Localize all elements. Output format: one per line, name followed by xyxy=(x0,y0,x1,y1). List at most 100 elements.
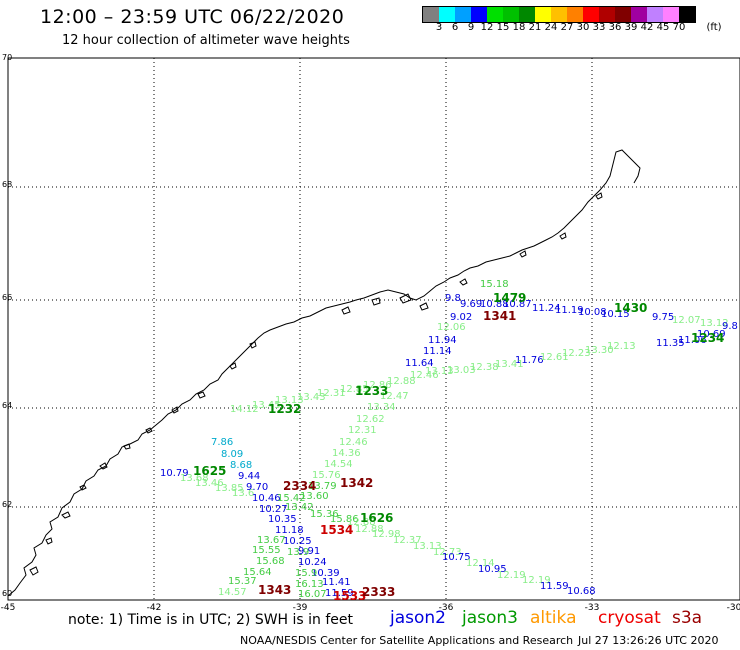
wave-height-value: 10.46 xyxy=(252,493,281,504)
wave-height-value: 12.19 xyxy=(497,570,526,581)
color-scale-tick: 12 xyxy=(480,22,494,33)
wave-height-value: 10.95 xyxy=(478,564,507,575)
color-scale-unit: (ft) xyxy=(706,22,722,33)
longitude-label: -33 xyxy=(585,603,600,613)
latitude-label: 60 xyxy=(2,589,12,598)
wave-height-value: 12.06 xyxy=(437,322,466,333)
color-scale-bar xyxy=(422,6,696,23)
pass-id-label: 1533 xyxy=(333,589,366,603)
wave-height-value: 11.14 xyxy=(423,346,452,357)
wave-height-value: 11.41 xyxy=(322,577,351,588)
page-subtitle: 12 hour collection of altimeter wave hei… xyxy=(62,33,350,48)
color-swatch xyxy=(647,7,663,22)
color-swatch xyxy=(631,7,647,22)
color-scale-tick: 45 xyxy=(656,22,670,33)
wave-height-value: 9.8 xyxy=(445,293,461,304)
wave-height-value: 13.60 xyxy=(300,491,329,502)
color-swatch xyxy=(455,7,471,22)
wave-height-value: 15.55 xyxy=(252,545,281,556)
color-swatch xyxy=(551,7,567,22)
wave-height-value: 13.6 xyxy=(232,488,254,499)
color-swatch xyxy=(583,7,599,22)
color-scale-tick: 42 xyxy=(640,22,654,33)
wave-height-value: 11.35 xyxy=(656,338,685,349)
color-swatch xyxy=(519,7,535,22)
longitude-label: -42 xyxy=(147,603,162,613)
wave-height-value: 11.59 xyxy=(325,588,354,599)
longitude-label: -45 xyxy=(1,603,16,613)
wave-height-value: 13.45 xyxy=(252,400,281,411)
wave-height-value: 9.69 xyxy=(460,299,482,310)
latitude-labels: 70 68 66 64 62 60 xyxy=(2,53,12,598)
wave-height-value: 12.88 xyxy=(347,517,376,528)
wave-height-value: 12.46 xyxy=(339,437,368,448)
pass-id-label: 1342 xyxy=(340,476,373,490)
wave-height-value: 13.41 xyxy=(495,359,524,370)
wave-height-value: 12.37 xyxy=(393,535,422,546)
wave-height-value: 12.46 xyxy=(410,370,439,381)
wave-height-value: 10.24 xyxy=(298,557,327,568)
color-swatch xyxy=(471,7,487,22)
wave-height-value: 12.07 xyxy=(672,315,701,326)
wave-height-value: 12.61 xyxy=(540,352,569,363)
wave-height-value: 10.15 xyxy=(601,309,630,320)
color-swatch xyxy=(567,7,583,22)
wave-height-value: 12.14 xyxy=(466,558,495,569)
wave-height-value: 12.23 xyxy=(562,348,591,359)
wave-height-value: 12.98 xyxy=(372,529,401,540)
color-swatch xyxy=(439,7,455,22)
longitude-label: -36 xyxy=(439,603,454,613)
wave-height-value: 11.19 xyxy=(555,305,584,316)
wave-height-value: 11.64 xyxy=(405,358,434,369)
wave-height-value: 14.12 xyxy=(230,404,259,415)
color-swatch xyxy=(679,7,695,22)
map-frame xyxy=(7,57,740,601)
credit-text: NOAA/NESDIS Center for Satellite Applica… xyxy=(240,634,574,647)
wave-height-value: 15.68 xyxy=(256,556,285,567)
greenland-coastline xyxy=(7,149,641,597)
wave-height-value: 11.76 xyxy=(515,355,544,366)
color-scale-tick: 70 xyxy=(672,22,686,33)
wave-height-value: 13.67 xyxy=(257,535,286,546)
wave-height-value: 8.09 xyxy=(221,449,243,460)
wave-height-value: 12.31 xyxy=(348,425,377,436)
color-scale-tick: 39 xyxy=(624,22,638,33)
color-scale-tick: 36 xyxy=(608,22,622,33)
pass-id-label: 2334 xyxy=(283,479,316,493)
color-scale-tick: 21 xyxy=(528,22,542,33)
wave-height-value: 15.9 xyxy=(295,568,317,579)
wave-height-value: 10.69 xyxy=(697,329,726,340)
wave-height-value: 11.24 xyxy=(532,303,561,314)
wave-height-value: 9.70 xyxy=(246,482,268,493)
wave-height-value: 16.07 xyxy=(298,589,327,600)
wave-height-value: 14.36 xyxy=(332,448,361,459)
wave-height-value: 13.46 xyxy=(195,478,224,489)
color-scale-tick: 18 xyxy=(512,22,526,33)
latitude-label: 70 xyxy=(2,53,12,62)
pass-id-label: 1341 xyxy=(483,309,516,323)
longitude-label: -39 xyxy=(293,603,308,613)
wave-height-value: 8.68 xyxy=(230,460,252,471)
pass-id-label: 1234 xyxy=(691,331,724,345)
wave-height-value: 15.36 xyxy=(310,509,339,520)
wave-height-value: 12.19 xyxy=(522,575,551,586)
coastline-islands xyxy=(29,192,603,576)
wave-height-value: 12.85 xyxy=(340,384,369,395)
wave-height-value: 11.94 xyxy=(428,335,457,346)
wave-height-value: 10.39 xyxy=(311,568,340,579)
color-scale-tick: 33 xyxy=(592,22,606,33)
wave-height-value: 13.43 xyxy=(297,392,326,403)
color-scale-tick: 30 xyxy=(576,22,590,33)
wave-height-value: 12.73 xyxy=(433,547,462,558)
color-scale-tick: 3 xyxy=(435,22,443,33)
color-scale-tick: 27 xyxy=(560,22,574,33)
longitude-label: -30 xyxy=(727,603,740,613)
wave-height-value: 9.44 xyxy=(238,471,260,482)
pass-id-label: 1625 xyxy=(193,464,226,478)
color-scale-tick: 9 xyxy=(467,22,475,33)
wave-height-value: 10.27 xyxy=(259,504,288,515)
wave-height-value: 14.54 xyxy=(324,459,353,470)
satellite-legend-jason2: jason2 xyxy=(390,608,446,628)
satellite-legend-cryosat: cryosat xyxy=(598,608,661,628)
